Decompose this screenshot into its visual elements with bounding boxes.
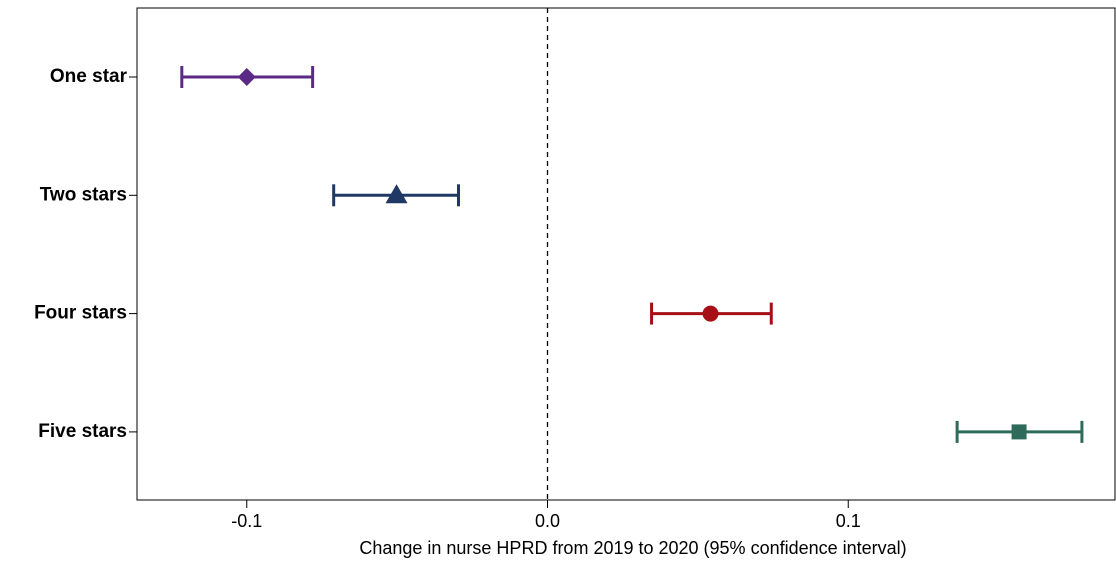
y-tick-label: One star bbox=[50, 66, 128, 87]
x-tick-label: 0.1 bbox=[836, 511, 861, 531]
y-tick-label: Two stars bbox=[40, 184, 127, 205]
plot-frame bbox=[136, 7, 1116, 501]
marker bbox=[702, 305, 719, 322]
marker bbox=[385, 184, 408, 204]
x-tick-label: 0.0 bbox=[535, 511, 560, 531]
y-tick-label: Five stars bbox=[38, 421, 127, 442]
y-tick-label: Four stars bbox=[34, 303, 127, 324]
x-axis-label: Change in nurse HPRD from 2019 to 2020 (… bbox=[359, 538, 906, 558]
x-tick-label: -0.1 bbox=[231, 511, 262, 531]
marker bbox=[237, 68, 256, 86]
marker bbox=[1011, 424, 1027, 440]
